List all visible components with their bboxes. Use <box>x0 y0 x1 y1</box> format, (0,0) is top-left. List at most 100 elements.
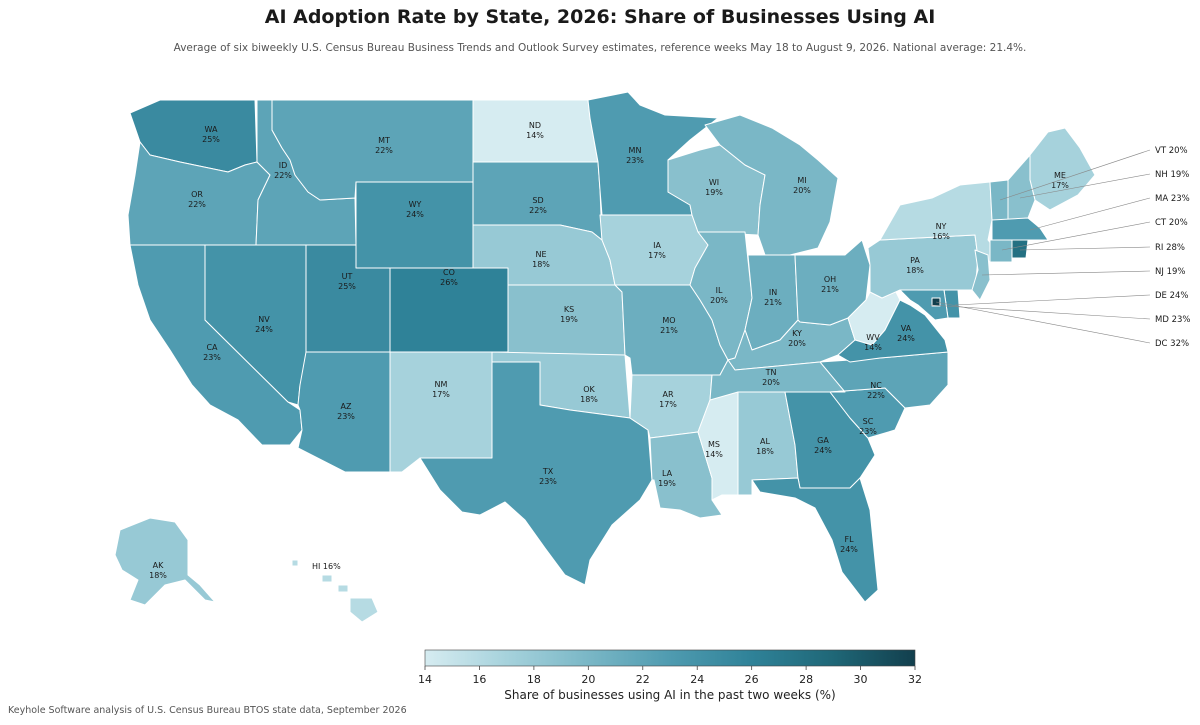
state-value-ut: 25% <box>338 282 356 291</box>
state-value-ne: 18% <box>532 260 550 269</box>
callout-line-ct <box>1001 221 1151 251</box>
state-value-mt: 22% <box>375 146 393 155</box>
state-value-me: 17% <box>1051 181 1069 190</box>
state-value-ia: 17% <box>648 251 666 260</box>
state-value-pa: 18% <box>906 266 924 275</box>
state-value-ga: 24% <box>814 446 832 455</box>
state-value-sc: 23% <box>859 427 877 436</box>
state-label-fl: FL <box>844 535 854 544</box>
state-va <box>837 299 949 363</box>
colorbar-tick-label: 32 <box>908 673 922 686</box>
state-label-az: AZ <box>341 402 352 411</box>
state-value-nm: 17% <box>432 390 450 399</box>
state-value-mn: 23% <box>626 156 644 165</box>
state-label-tn: TN <box>765 368 777 377</box>
state-label-la: LA <box>662 469 673 478</box>
state-label-nc: NC <box>870 381 882 390</box>
callout-label-de: DE 24% <box>1155 291 1189 301</box>
state-ct <box>989 239 1013 263</box>
state-label-ny: NY <box>936 222 947 231</box>
state-label-ks: KS <box>564 305 574 314</box>
state-ak <box>114 517 216 606</box>
state-label-id: ID <box>279 161 288 170</box>
state-value-wa: 25% <box>202 135 220 144</box>
state-label-wy: WY <box>409 200 422 209</box>
state-value-ak: 18% <box>149 571 167 580</box>
state-label-ga: GA <box>817 436 829 445</box>
map-subtitle: Average of six biweekly U.S. Census Bure… <box>173 42 1027 54</box>
state-nj <box>971 249 991 301</box>
map-title: AI Adoption Rate by State, 2026: Share o… <box>264 6 936 28</box>
state-ma <box>991 217 1049 241</box>
state-value-ky: 20% <box>788 339 806 348</box>
state-value-or: 22% <box>188 200 206 209</box>
state-label-mt: MT <box>378 136 390 145</box>
state-label-mo: MO <box>662 316 675 325</box>
state-value-nd: 14% <box>526 131 544 140</box>
callout-line-de <box>954 294 1151 306</box>
state-value-nv: 24% <box>255 325 273 334</box>
state-hi <box>291 559 379 623</box>
state-value-mo: 21% <box>660 326 678 335</box>
colorbar-tick-label: 16 <box>472 673 486 686</box>
callout-line-ma <box>1029 197 1151 231</box>
callout-line-nj <box>981 270 1151 276</box>
state-value-wi: 19% <box>705 188 723 197</box>
state-value-ok: 18% <box>580 395 598 404</box>
state-value-in: 21% <box>764 298 782 307</box>
state-fl <box>751 477 879 603</box>
state-label-wi: WI <box>709 178 719 187</box>
state-label-wv: WV <box>866 333 880 342</box>
callout-label-nj: NJ 19% <box>1155 267 1185 277</box>
state-value-nc: 22% <box>867 391 885 400</box>
state-value-ca: 23% <box>203 353 221 362</box>
state-value-tx: 23% <box>539 477 557 486</box>
state-label-ok: OK <box>583 385 595 394</box>
state-label-va: VA <box>901 324 912 333</box>
callout-line-md <box>929 304 1151 320</box>
state-value-al: 18% <box>756 447 774 456</box>
state-value-co: 26% <box>440 278 458 287</box>
state-label-ar: AR <box>662 390 673 399</box>
callout-label-ri: RI 28% <box>1155 243 1185 253</box>
state-value-ms: 14% <box>705 450 723 459</box>
colorbar-tick-label: 26 <box>745 673 759 686</box>
state-ia <box>599 214 709 286</box>
callout-label-vt: VT 20% <box>1155 146 1188 156</box>
state-label-wa: WA <box>205 125 218 134</box>
state-label-il: IL <box>716 286 723 295</box>
state-mi <box>704 114 839 256</box>
colorbar-tick-label: 30 <box>854 673 868 686</box>
state-value-va: 24% <box>897 334 915 343</box>
state-label-sd: SD <box>532 196 543 205</box>
state-label-ia: IA <box>653 241 661 250</box>
state-label-pa: PA <box>910 256 920 265</box>
state-value-id: 22% <box>274 171 292 180</box>
state-value-fl: 24% <box>840 545 858 554</box>
state-label-sc: SC <box>863 417 874 426</box>
colorbar-tick-label: 20 <box>581 673 595 686</box>
colorbar: 14 16 18 20 22 24 26 28 30 32 <box>418 649 922 686</box>
state-value-az: 23% <box>337 412 355 421</box>
callout-label-ma: MA 23% <box>1155 194 1190 204</box>
callout-label-md: MD 23% <box>1155 315 1190 325</box>
state-label-ak: AK <box>153 561 164 570</box>
state-value-la: 19% <box>658 479 676 488</box>
callout-label-ct: CT 20% <box>1155 218 1188 228</box>
state-label-ut: UT <box>342 272 353 281</box>
state-label-nv: NV <box>258 315 270 324</box>
colorbar-tick-label: 22 <box>636 673 650 686</box>
state-tx <box>419 361 653 586</box>
state-label-al: AL <box>760 437 770 446</box>
state-label-ky: KY <box>792 329 802 338</box>
state-nm <box>389 351 493 473</box>
state-value-ny: 16% <box>932 232 950 241</box>
state-label-me: ME <box>1054 171 1066 180</box>
state-value-wy: 24% <box>406 210 424 219</box>
state-ri <box>1011 239 1029 259</box>
colorbar-tick-label: 28 <box>799 673 813 686</box>
state-label-mn: MN <box>629 146 642 155</box>
colorbar-tick-label: 14 <box>418 673 432 686</box>
callout-line-vt <box>999 149 1151 201</box>
